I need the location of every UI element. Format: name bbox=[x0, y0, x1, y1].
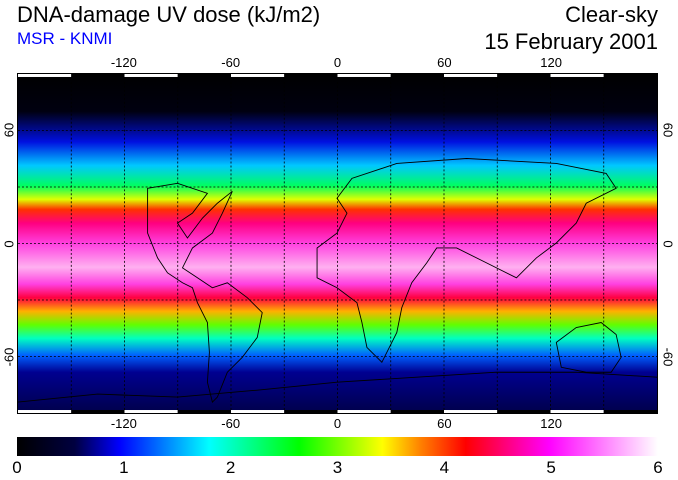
border-tick-segment bbox=[444, 74, 498, 77]
border-tick-segment bbox=[337, 410, 391, 413]
border-tick-segment bbox=[337, 74, 391, 77]
latitude-tick-label: 60 bbox=[660, 122, 676, 138]
border-tick-bars bbox=[18, 74, 657, 413]
colorbar-tick-label: 5 bbox=[546, 458, 556, 477]
border-tick-segment bbox=[550, 410, 604, 413]
border-tick-segment bbox=[18, 74, 72, 77]
border-tick-segment bbox=[390, 410, 444, 413]
colorbar-tick-label: 3 bbox=[332, 458, 343, 477]
border-tick-segment bbox=[284, 74, 338, 77]
longitude-tick-label: -60 bbox=[221, 55, 241, 70]
border-tick-segment bbox=[18, 410, 72, 413]
border-tick-segment bbox=[71, 410, 125, 413]
longitude-tick-label: -120 bbox=[110, 416, 137, 431]
border-tick-segment bbox=[390, 74, 444, 77]
longitude-tick-label: -120 bbox=[110, 55, 137, 70]
colorbar-tick-label: 6 bbox=[653, 458, 663, 477]
longitude-tick-label: 60 bbox=[437, 55, 452, 70]
border-tick-segment bbox=[603, 410, 657, 413]
coastline-americas bbox=[147, 182, 263, 403]
source-label: MSR - KNMI bbox=[17, 29, 113, 48]
colorbar-tick-label: 4 bbox=[439, 458, 450, 477]
coastline-africa-eurasia bbox=[316, 158, 617, 364]
border-tick-segment bbox=[124, 74, 178, 77]
uv-dose-map bbox=[17, 73, 658, 414]
coastlines bbox=[18, 158, 657, 403]
border-tick-segment bbox=[550, 74, 604, 77]
latitude-tick-label: 0 bbox=[660, 239, 676, 248]
sky-condition-label: Clear-sky bbox=[565, 2, 658, 27]
longitude-tick-label: 120 bbox=[540, 416, 563, 431]
colorbar-tick-label: 2 bbox=[225, 458, 236, 477]
longitude-tick-label: 0 bbox=[333, 55, 342, 70]
coastline-antarctica bbox=[18, 371, 657, 403]
longitude-tick-label: 120 bbox=[540, 55, 563, 70]
latitude-tick-label: 0 bbox=[1, 239, 17, 248]
latitude-tick-label: -60 bbox=[660, 347, 676, 367]
latitude-tick-label: 60 bbox=[1, 122, 17, 138]
colorbar-tick-label: 1 bbox=[119, 458, 129, 477]
colorbar bbox=[17, 437, 658, 456]
longitude-tick-label: -60 bbox=[221, 416, 241, 431]
border-tick-segment bbox=[603, 74, 657, 77]
colorbar-tick-label: 0 bbox=[12, 458, 22, 477]
border-tick-segment bbox=[497, 74, 551, 77]
border-tick-segment bbox=[177, 410, 231, 413]
border-tick-segment bbox=[284, 410, 338, 413]
border-tick-segment bbox=[71, 74, 125, 77]
border-tick-segment bbox=[177, 74, 231, 77]
latitude-tick-label: -60 bbox=[1, 347, 17, 367]
graticule bbox=[18, 74, 657, 413]
border-tick-segment bbox=[124, 410, 178, 413]
map-title: DNA-damage UV dose (kJ/m2) bbox=[17, 2, 321, 27]
longitude-tick-label: 0 bbox=[333, 416, 342, 431]
coastline-australia bbox=[555, 322, 622, 373]
border-tick-segment bbox=[497, 410, 551, 413]
longitude-tick-label: 60 bbox=[437, 416, 452, 431]
border-tick-segment bbox=[231, 74, 285, 77]
date-label: 15 February 2001 bbox=[484, 29, 658, 54]
border-tick-segment bbox=[231, 410, 285, 413]
border-tick-segment bbox=[444, 410, 498, 413]
